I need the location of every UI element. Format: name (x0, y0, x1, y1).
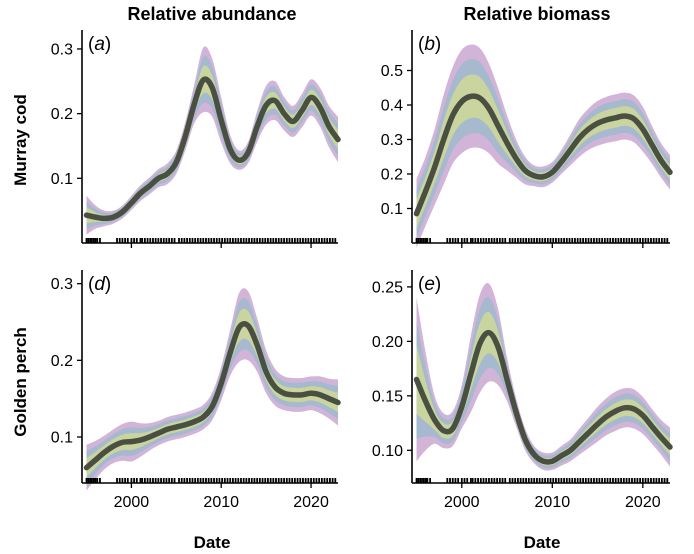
panel-letter: (b) (418, 34, 441, 55)
y-tick-label: 0.3 (51, 276, 73, 293)
y-tick-label: 0.15 (372, 388, 403, 405)
y-tick-label: 0.1 (51, 430, 73, 447)
x-tick-label: 2010 (535, 494, 571, 511)
row-title-murray-cod: Murray cod (11, 94, 30, 186)
y-tick-label: 0.1 (51, 171, 73, 188)
panel-d-golden-perch-abundance: 0.1 0.2 0.3 2000 2010 2020 (d) (51, 270, 341, 511)
column-title-abundance: Relative abundance (127, 4, 296, 24)
y-tick-label: 0.10 (372, 443, 403, 460)
panel-letter: (a) (88, 34, 111, 55)
panel-a-murray-cod-abundance: 0.1 0.2 0.3 (a) (51, 30, 341, 248)
y-tick-label: 0.2 (51, 353, 73, 370)
panel-letter: (e) (418, 274, 441, 295)
y-tick-label: 0.4 (381, 98, 403, 115)
x-axis-label-left: Date (194, 533, 231, 552)
y-tick-label: 0.20 (372, 334, 403, 351)
row-title-golden-perch: Golden perch (11, 327, 30, 437)
outer-band (416, 283, 670, 471)
x-tick-label: 2010 (203, 494, 239, 511)
y-tick-label: 0.3 (381, 132, 403, 149)
panel-b-murray-cod-biomass: 0.1 0.2 0.3 0.4 0.5 (b) (381, 30, 673, 249)
panel-letter: (d) (88, 274, 111, 295)
x-axis-label-right: Date (524, 533, 561, 552)
column-title-biomass: Relative biomass (463, 4, 610, 24)
y-tick-label: 0.1 (381, 201, 403, 218)
inner-band (416, 74, 670, 229)
y-tick-label: 0.5 (381, 63, 403, 80)
y-tick-label: 0.25 (372, 279, 403, 296)
panel-e-golden-perch-biomass: 0.10 0.15 0.20 0.25 2000 2010 2020 (e) (372, 270, 673, 511)
x-tick-label: 2000 (444, 494, 480, 511)
x-tick-label: 2000 (114, 494, 150, 511)
y-tick-label: 0.3 (51, 41, 73, 58)
x-tick-label: 2020 (293, 494, 329, 511)
x-tick-label: 2020 (625, 494, 661, 511)
y-tick-label: 0.2 (381, 167, 403, 184)
y-tick-label: 0.2 (51, 106, 73, 123)
